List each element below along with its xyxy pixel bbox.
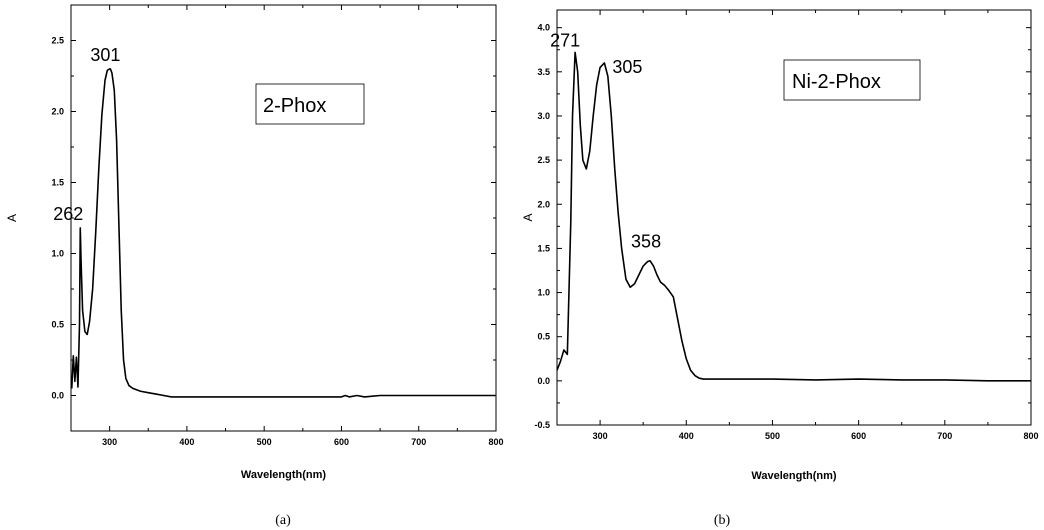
x-tick-label: 400 bbox=[179, 437, 194, 447]
x-tick-label: 800 bbox=[1023, 431, 1038, 441]
x-tick-label: 700 bbox=[411, 437, 426, 447]
tick-labels: 300 400 500 600 700 800 0.0 0.5 1.0 1.5 2.0 2.5 bbox=[51, 36, 503, 448]
x-tick-label: 600 bbox=[851, 431, 866, 441]
plot-frame bbox=[70, 4, 497, 432]
x-axis-title: Wavelength(nm) bbox=[751, 470, 836, 482]
y-tick-label: 4.0 bbox=[537, 23, 550, 33]
y-tick-label: 1.5 bbox=[537, 243, 550, 253]
y-tick-label: 1.0 bbox=[51, 249, 64, 259]
x-tick-label: 600 bbox=[334, 437, 349, 447]
x-tick-label: 500 bbox=[765, 431, 780, 441]
x-tick-label: 500 bbox=[257, 437, 272, 447]
x-axis-title: Wavelength(nm) bbox=[241, 469, 326, 481]
peak-annotations: 262 301 bbox=[53, 45, 120, 224]
y-tick-label: 2.5 bbox=[51, 36, 64, 46]
x-tick-label: 800 bbox=[488, 437, 503, 447]
tick-labels: 300 400 500 600 700 800 -0.5 0.0 0.5 1.0 1.5 2.0 2.5… bbox=[534, 23, 1038, 441]
axis-ticks bbox=[70, 4, 497, 432]
legend: 2-Phox bbox=[255, 83, 365, 125]
y-tick-label: 3.5 bbox=[537, 67, 550, 77]
series-line bbox=[556, 51, 1031, 382]
legend-label: 2-Phox bbox=[263, 95, 326, 117]
x-tick-label: 300 bbox=[593, 431, 608, 441]
peak-label: 301 bbox=[90, 45, 120, 65]
x-tick-label: 700 bbox=[937, 431, 952, 441]
legend-box bbox=[255, 83, 365, 125]
series-line bbox=[70, 68, 496, 398]
y-tick-label: 0.5 bbox=[51, 320, 64, 330]
x-tick-label: 300 bbox=[102, 437, 117, 447]
y-tick-label: 2.0 bbox=[51, 107, 64, 117]
legend-box bbox=[783, 59, 921, 101]
peak-label: 358 bbox=[631, 232, 661, 252]
y-axis-title: A bbox=[521, 213, 535, 221]
panel-caption: (b) bbox=[714, 513, 731, 528]
y-tick-label: -0.5 bbox=[534, 420, 550, 430]
y-tick-label: 1.5 bbox=[51, 178, 64, 188]
legend-label: Ni-2-Phox bbox=[792, 71, 881, 93]
peak-label: 262 bbox=[53, 204, 83, 224]
panel-caption: (a) bbox=[275, 513, 291, 528]
y-tick-label: 1.0 bbox=[537, 288, 550, 298]
y-axis-title: A bbox=[5, 214, 19, 222]
y-tick-label: 0.0 bbox=[537, 376, 550, 386]
y-tick-label: 3.0 bbox=[537, 111, 550, 121]
legend: Ni-2-Phox bbox=[783, 59, 921, 101]
peak-label: 305 bbox=[612, 57, 642, 77]
peak-label: 271 bbox=[550, 30, 580, 50]
x-tick-label: 400 bbox=[679, 431, 694, 441]
y-tick-label: 2.5 bbox=[537, 155, 550, 165]
chart-panel-a: 300 400 500 600 700 800 0.0 0.5 1.0 1.5 2.0 2.5 262… bbox=[5, 4, 504, 528]
y-tick-label: 0.5 bbox=[537, 332, 550, 342]
peak-annotations: 271 305 358 bbox=[550, 30, 661, 251]
plot-frame bbox=[556, 9, 1032, 426]
chart-panel-b: 300 400 500 600 700 800 -0.5 0.0 0.5 1.0 1.5 2.0 2.5… bbox=[521, 9, 1039, 528]
y-tick-label: 0.0 bbox=[51, 391, 64, 401]
axis-ticks bbox=[556, 10, 1032, 426]
y-tick-label: 2.0 bbox=[537, 199, 550, 209]
